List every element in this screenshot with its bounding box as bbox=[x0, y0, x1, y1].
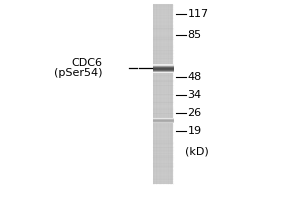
Text: 85: 85 bbox=[188, 30, 202, 40]
Text: 19: 19 bbox=[188, 126, 202, 136]
Text: 117: 117 bbox=[188, 9, 208, 19]
Text: 48: 48 bbox=[188, 72, 202, 82]
Text: (kD): (kD) bbox=[184, 146, 208, 156]
Bar bbox=[153, 4, 172, 184]
Text: CDC6: CDC6 bbox=[71, 58, 102, 68]
Text: (pSer54): (pSer54) bbox=[53, 68, 102, 78]
Text: 34: 34 bbox=[188, 90, 202, 100]
Text: 26: 26 bbox=[188, 108, 202, 118]
